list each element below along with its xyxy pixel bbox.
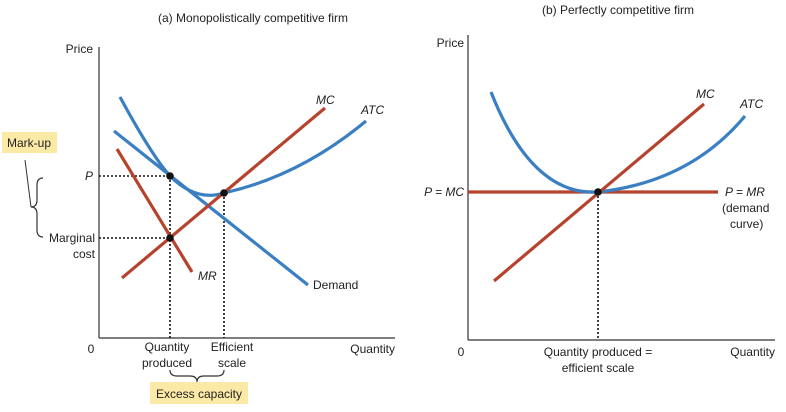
panel-a-demand-curve bbox=[113, 129, 309, 287]
panel-b-p-mc-label: P = MC bbox=[424, 185, 464, 199]
panel-b-title: (b) Perfectly competitive firm bbox=[542, 3, 694, 17]
panel-a-efficient-point bbox=[220, 189, 228, 197]
panel-a-x-label: Quantity bbox=[350, 342, 395, 356]
panel-a-markup-text: Mark-up bbox=[7, 136, 51, 150]
panel-a-markup-callout bbox=[2, 132, 57, 153]
panel-a-marginal-label-2: cost bbox=[73, 247, 96, 261]
panel-b-mc-label: MC bbox=[696, 87, 715, 101]
panel-a-title: (a) Monopolistically competitive firm bbox=[158, 11, 348, 25]
panel-a-mr-curve bbox=[115, 148, 194, 273]
panel-b-x-label: Quantity bbox=[730, 345, 775, 359]
panel-a-origin: 0 bbox=[88, 342, 95, 356]
panel-a-marginal-label-1: Marginal bbox=[49, 231, 95, 245]
panel-a-excess-brace bbox=[169, 369, 225, 383]
panel-a-atc-curve bbox=[118, 96, 368, 197]
panel-a-qty-label-2: produced bbox=[142, 356, 192, 370]
panel-a-eff-label-1: Efficient bbox=[211, 340, 254, 354]
panel-b-y-label: Price bbox=[437, 36, 465, 50]
panel-b-origin: 0 bbox=[458, 345, 465, 359]
panel-a-p-label: P bbox=[85, 169, 93, 183]
panel-a-mr-label: MR bbox=[198, 269, 217, 283]
panel-b-p-mr-label: P = MR bbox=[725, 185, 765, 199]
panel-a-qty-label-1: Quantity bbox=[145, 340, 190, 354]
panel-a-markup-brace bbox=[30, 177, 44, 238]
panel-b-equilibrium-point bbox=[594, 188, 602, 196]
panel-a-demand-label: Demand bbox=[313, 278, 358, 292]
panel-b-qty-label-2: efficient scale bbox=[562, 361, 635, 375]
panel-a-markup-pointer bbox=[24, 159, 32, 208]
panel-b-qty-label-1: Quantity produced = bbox=[544, 345, 652, 359]
panel-b: (b) Perfectly competitive firm Price Qua… bbox=[424, 3, 775, 375]
panel-b-demand-label-2: curve) bbox=[730, 217, 763, 231]
panel-b-demand-label-1: (demand bbox=[722, 201, 769, 215]
panel-a-excess-text: Excess capacity bbox=[156, 387, 242, 401]
panel-a-mc-point bbox=[166, 234, 174, 242]
panel-a-excess-callout bbox=[150, 382, 248, 404]
panel-a-eff-label-2: scale bbox=[218, 356, 246, 370]
panel-a: (a) Monopolistically competitive firm Pr… bbox=[2, 11, 395, 404]
panel-a-mc-label: MC bbox=[316, 93, 335, 107]
panel-a-price-point bbox=[166, 172, 174, 180]
panel-a-atc-label: ATC bbox=[360, 103, 384, 117]
panel-b-atc-label: ATC bbox=[739, 97, 763, 111]
panel-a-y-label: Price bbox=[66, 42, 94, 56]
